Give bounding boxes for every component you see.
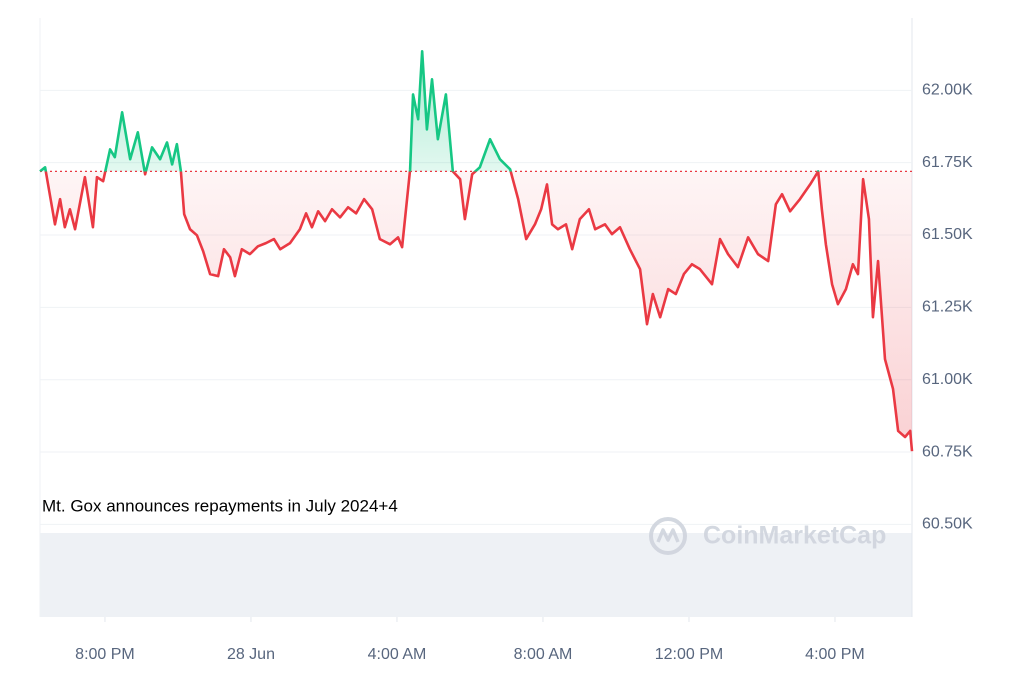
annotation: Mt. Gox announces repayments in July 202…	[42, 496, 398, 515]
price-area	[40, 51, 912, 452]
y-tick-label: 60.75K	[922, 443, 973, 460]
x-tick-label: 4:00 AM	[368, 646, 427, 663]
y-tick-label: 60.50K	[922, 516, 973, 533]
x-tick-label: 28 Jun	[227, 646, 275, 663]
y-tick-label: 61.75K	[922, 154, 973, 171]
y-tick-label: 61.25K	[922, 299, 973, 316]
x-tick-label: 12:00 PM	[655, 646, 723, 663]
watermark-text: CoinMarketCap	[703, 522, 886, 550]
y-tick-label: 61.00K	[922, 371, 973, 388]
volume-area	[40, 533, 912, 617]
watermark-logo	[649, 517, 687, 555]
watermark-logo-mark	[656, 528, 680, 543]
x-tick-label: 4:00 PM	[805, 646, 865, 663]
y-tick-label: 62.00K	[922, 82, 973, 99]
watermark: CoinMarketCap	[649, 517, 886, 555]
price-line	[39, 49, 914, 452]
x-tick-label: 8:00 AM	[514, 646, 573, 663]
y-tick-label: 61.50K	[922, 226, 973, 243]
x-tick-label: 8:00 PM	[75, 646, 135, 663]
data-layer	[39, 49, 914, 452]
